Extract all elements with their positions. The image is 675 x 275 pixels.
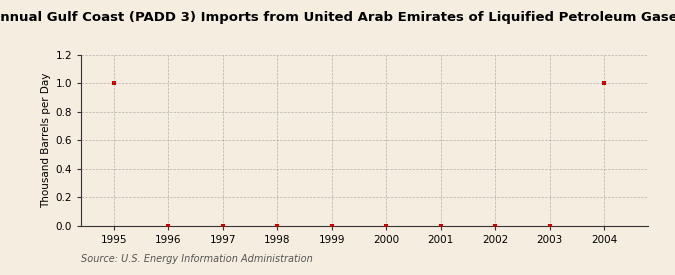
Text: Annual Gulf Coast (PADD 3) Imports from United Arab Emirates of Liquified Petrol: Annual Gulf Coast (PADD 3) Imports from … <box>0 11 675 24</box>
Text: Source: U.S. Energy Information Administration: Source: U.S. Energy Information Administ… <box>81 254 313 264</box>
Y-axis label: Thousand Barrels per Day: Thousand Barrels per Day <box>41 73 51 208</box>
